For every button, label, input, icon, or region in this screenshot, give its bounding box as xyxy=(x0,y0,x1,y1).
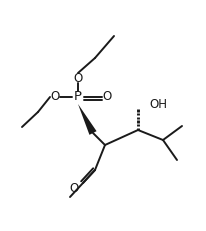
Text: P: P xyxy=(74,91,82,103)
Text: O: O xyxy=(50,91,60,103)
Text: O: O xyxy=(73,72,83,85)
Text: O: O xyxy=(102,91,112,103)
Text: OH: OH xyxy=(149,97,167,110)
Text: O: O xyxy=(69,182,79,195)
Polygon shape xyxy=(78,104,97,135)
